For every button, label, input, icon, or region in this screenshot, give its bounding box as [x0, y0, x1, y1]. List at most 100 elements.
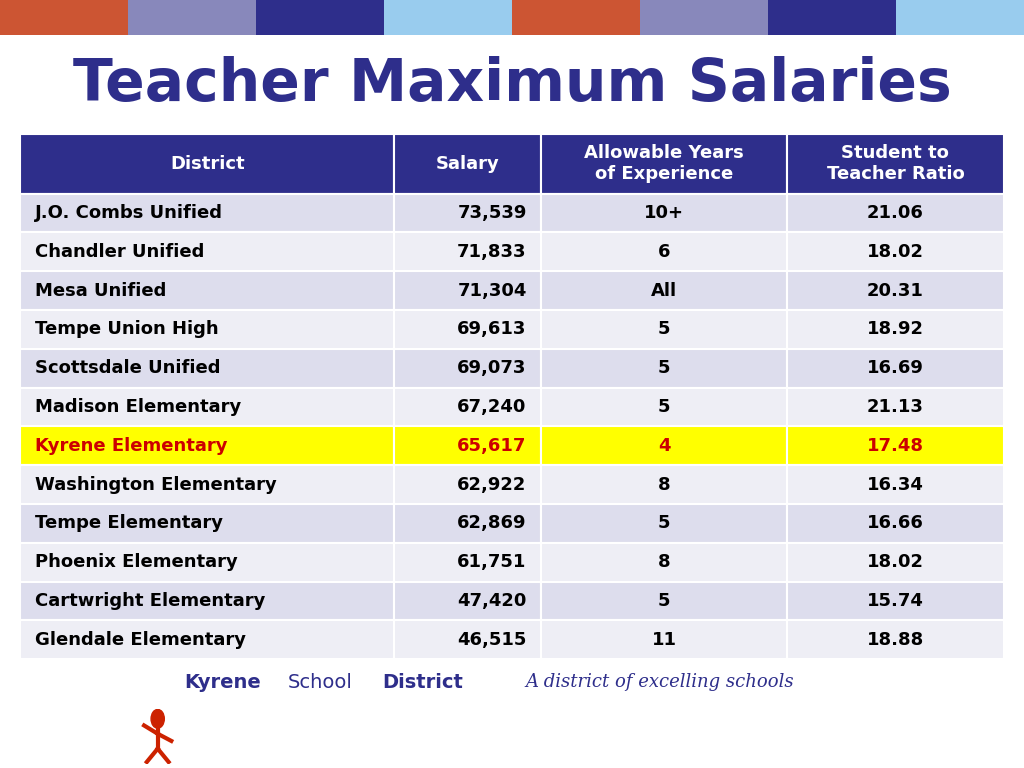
Text: 62,869: 62,869	[458, 515, 526, 532]
Text: 21.13: 21.13	[867, 398, 924, 416]
Text: 16.34: 16.34	[867, 475, 924, 494]
Bar	[542, 388, 787, 426]
Text: 69,073: 69,073	[458, 359, 526, 377]
Text: 10+: 10+	[644, 204, 684, 222]
Text: J.O. Combs Unified: J.O. Combs Unified	[35, 204, 223, 222]
Text: 16.69: 16.69	[867, 359, 924, 377]
Text: 8: 8	[658, 553, 671, 571]
Text: Chandler Unified: Chandler Unified	[35, 243, 205, 261]
Bar	[20, 388, 394, 426]
Bar	[394, 134, 542, 194]
Bar	[787, 581, 1004, 621]
Bar	[20, 621, 394, 659]
Bar	[542, 271, 787, 310]
Text: 18.02: 18.02	[867, 243, 924, 261]
Bar	[787, 388, 1004, 426]
Bar	[20, 426, 394, 465]
Bar	[20, 349, 394, 388]
Text: Madison Elementary: Madison Elementary	[35, 398, 242, 416]
Bar	[542, 621, 787, 659]
Text: 11: 11	[652, 631, 677, 649]
Bar	[394, 504, 542, 543]
Text: Mesa Unified: Mesa Unified	[35, 282, 167, 300]
Text: 5: 5	[658, 359, 671, 377]
Bar	[394, 543, 542, 581]
Bar	[20, 194, 394, 233]
Bar	[787, 543, 1004, 581]
Text: District: District	[170, 155, 245, 173]
Text: 18.88: 18.88	[866, 631, 924, 649]
Text: Teacher Maximum Salaries: Teacher Maximum Salaries	[73, 56, 951, 113]
Text: 6: 6	[658, 243, 671, 261]
Bar	[787, 349, 1004, 388]
Bar	[20, 581, 394, 621]
Text: School: School	[288, 673, 352, 692]
Text: Student to
Teacher Ratio: Student to Teacher Ratio	[826, 144, 965, 184]
Text: 71,304: 71,304	[458, 282, 526, 300]
Circle shape	[152, 710, 164, 728]
Bar	[787, 465, 1004, 504]
Bar	[394, 621, 542, 659]
Bar	[542, 349, 787, 388]
Text: Tempe Elementary: Tempe Elementary	[35, 515, 223, 532]
Text: Kyrene: Kyrene	[184, 673, 261, 692]
Text: 18.92: 18.92	[867, 320, 924, 339]
Bar	[787, 426, 1004, 465]
Bar	[20, 134, 394, 194]
Bar	[542, 194, 787, 233]
Text: Salary: Salary	[436, 155, 500, 173]
Bar	[542, 465, 787, 504]
Bar	[20, 543, 394, 581]
Text: 15.74: 15.74	[867, 592, 924, 610]
Text: 5: 5	[658, 398, 671, 416]
Text: 61,751: 61,751	[458, 553, 526, 571]
Text: 17.48: 17.48	[867, 437, 924, 455]
Bar	[542, 310, 787, 349]
Text: 69,613: 69,613	[458, 320, 526, 339]
Text: 67,240: 67,240	[458, 398, 526, 416]
Text: 5: 5	[658, 515, 671, 532]
Bar	[394, 233, 542, 271]
Text: Scottsdale Unified: Scottsdale Unified	[35, 359, 221, 377]
Text: 65,617: 65,617	[458, 437, 526, 455]
Text: 62,922: 62,922	[458, 475, 526, 494]
Bar	[394, 271, 542, 310]
Bar	[394, 465, 542, 504]
Text: 46,515: 46,515	[458, 631, 526, 649]
Text: 71,833: 71,833	[458, 243, 526, 261]
Bar	[394, 581, 542, 621]
Bar	[542, 233, 787, 271]
Text: 5: 5	[658, 320, 671, 339]
Bar	[787, 134, 1004, 194]
Bar	[394, 349, 542, 388]
Text: Allowable Years
of Experience: Allowable Years of Experience	[585, 144, 744, 184]
Bar	[787, 310, 1004, 349]
Bar	[787, 504, 1004, 543]
Text: All: All	[651, 282, 678, 300]
Bar	[542, 543, 787, 581]
Text: 73,539: 73,539	[458, 204, 526, 222]
Text: 16.66: 16.66	[867, 515, 924, 532]
Text: Glendale Elementary: Glendale Elementary	[35, 631, 246, 649]
Text: 21.06: 21.06	[867, 204, 924, 222]
Bar	[542, 504, 787, 543]
Bar	[20, 233, 394, 271]
Bar	[542, 581, 787, 621]
Bar	[394, 388, 542, 426]
Bar	[20, 465, 394, 504]
Bar	[787, 233, 1004, 271]
Text: Cartwright Elementary: Cartwright Elementary	[35, 592, 265, 610]
Bar	[542, 134, 787, 194]
Text: Phoenix Elementary: Phoenix Elementary	[35, 553, 238, 571]
Text: 5: 5	[658, 592, 671, 610]
Text: 47,420: 47,420	[458, 592, 526, 610]
Bar	[787, 621, 1004, 659]
Text: Kyrene Elementary: Kyrene Elementary	[35, 437, 227, 455]
Text: 8: 8	[658, 475, 671, 494]
Text: 18.02: 18.02	[867, 553, 924, 571]
Bar	[394, 426, 542, 465]
Bar	[394, 194, 542, 233]
Text: District: District	[382, 673, 463, 692]
Text: Tempe Union High: Tempe Union High	[35, 320, 219, 339]
Text: 20.31: 20.31	[867, 282, 924, 300]
